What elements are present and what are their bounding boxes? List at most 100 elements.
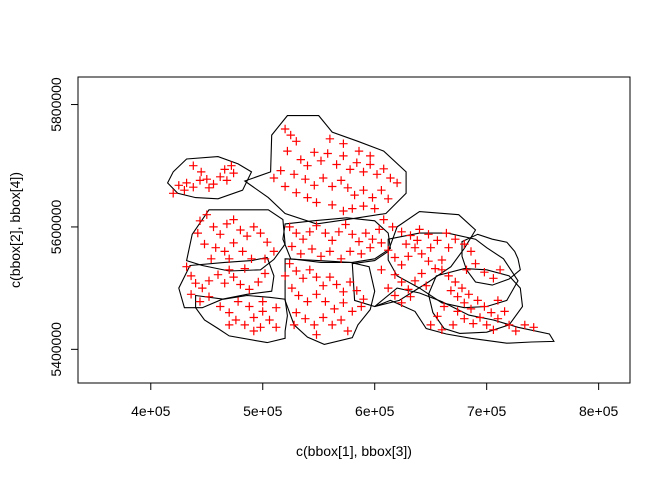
data-point <box>182 178 191 188</box>
data-point <box>332 160 341 169</box>
data-point <box>334 227 344 236</box>
data-point <box>489 325 498 334</box>
data-point <box>388 222 397 232</box>
region-polygon-5 <box>195 294 288 344</box>
data-point <box>480 302 489 311</box>
data-point <box>473 296 482 305</box>
data-point <box>437 265 447 274</box>
data-point <box>236 280 245 289</box>
data-point <box>292 266 301 276</box>
data-point <box>229 215 238 224</box>
data-point <box>225 320 234 330</box>
data-point <box>240 264 249 273</box>
data-point <box>229 238 238 248</box>
data-point <box>397 227 406 236</box>
data-point <box>321 228 330 238</box>
data-point <box>216 172 225 181</box>
region-polygon-10 <box>461 233 521 286</box>
data-point <box>328 182 337 191</box>
data-point <box>301 175 310 184</box>
data-point <box>392 178 402 188</box>
data-point <box>287 242 297 251</box>
data-point <box>296 155 305 164</box>
data-point <box>359 167 368 177</box>
data-point <box>457 283 467 293</box>
data-point <box>227 161 236 170</box>
data-point <box>325 247 335 256</box>
data-point <box>174 181 183 190</box>
data-point <box>390 253 400 262</box>
data-point <box>460 239 469 249</box>
data-point <box>319 281 328 290</box>
data-point <box>225 254 234 263</box>
data-point <box>310 320 319 330</box>
data-point <box>233 297 243 306</box>
data-point <box>307 244 317 254</box>
data-point <box>287 283 297 293</box>
data-point <box>283 146 292 156</box>
data-point <box>193 228 202 238</box>
y-axis: 5400000 5600000 5800000 <box>48 77 79 377</box>
x-tick-label: 7e+05 <box>467 403 507 419</box>
data-point <box>301 314 310 323</box>
region-polygon-1 <box>166 156 253 200</box>
data-point <box>370 204 379 213</box>
data-point <box>424 257 433 266</box>
data-point <box>238 247 247 256</box>
data-point <box>345 277 355 287</box>
data-point <box>292 188 301 197</box>
data-point <box>410 243 420 252</box>
data-point <box>446 286 456 295</box>
data-point <box>372 170 382 179</box>
data-point <box>444 243 453 252</box>
data-point <box>258 297 267 306</box>
data-point <box>285 222 294 232</box>
data-point <box>366 151 375 161</box>
data-point <box>229 272 238 282</box>
data-point <box>529 323 538 332</box>
data-point <box>431 264 440 273</box>
data-point <box>448 320 458 330</box>
data-point <box>357 249 366 259</box>
data-point <box>240 320 249 330</box>
region-polygon-4 <box>178 256 275 309</box>
data-point <box>272 323 281 332</box>
data-point <box>466 247 476 256</box>
data-point <box>460 314 469 323</box>
region-polygon-6 <box>282 217 391 263</box>
data-point <box>464 290 473 299</box>
data-point <box>325 134 335 143</box>
data-point <box>209 179 218 189</box>
data-point <box>406 231 415 240</box>
data-point <box>276 166 285 175</box>
data-point <box>200 239 209 249</box>
data-point <box>451 235 460 244</box>
data-point <box>495 265 505 274</box>
data-point <box>384 194 393 203</box>
data-point <box>453 307 462 316</box>
data-point <box>328 200 337 210</box>
data-point <box>305 227 314 236</box>
x-axis: 4e+05 5e+05 6e+05 7e+05 8e+05 <box>131 382 619 419</box>
data-point <box>310 181 319 190</box>
data-point <box>384 246 393 255</box>
y-tick-label: 5600000 <box>48 199 64 254</box>
data-point <box>487 308 496 317</box>
data-point <box>339 287 348 296</box>
data-point <box>186 271 196 281</box>
data-point <box>319 173 328 183</box>
data-point <box>323 149 332 158</box>
data-point <box>482 320 491 330</box>
data-point <box>433 312 442 321</box>
data-point <box>354 237 364 246</box>
data-point <box>312 290 321 299</box>
data-point <box>305 265 314 274</box>
data-point <box>375 225 384 234</box>
data-point <box>312 330 321 339</box>
data-point <box>325 272 335 282</box>
data-point <box>352 158 361 167</box>
data-point <box>195 297 205 306</box>
data-point <box>379 215 388 224</box>
x-tick-label: 8e+05 <box>579 403 619 419</box>
